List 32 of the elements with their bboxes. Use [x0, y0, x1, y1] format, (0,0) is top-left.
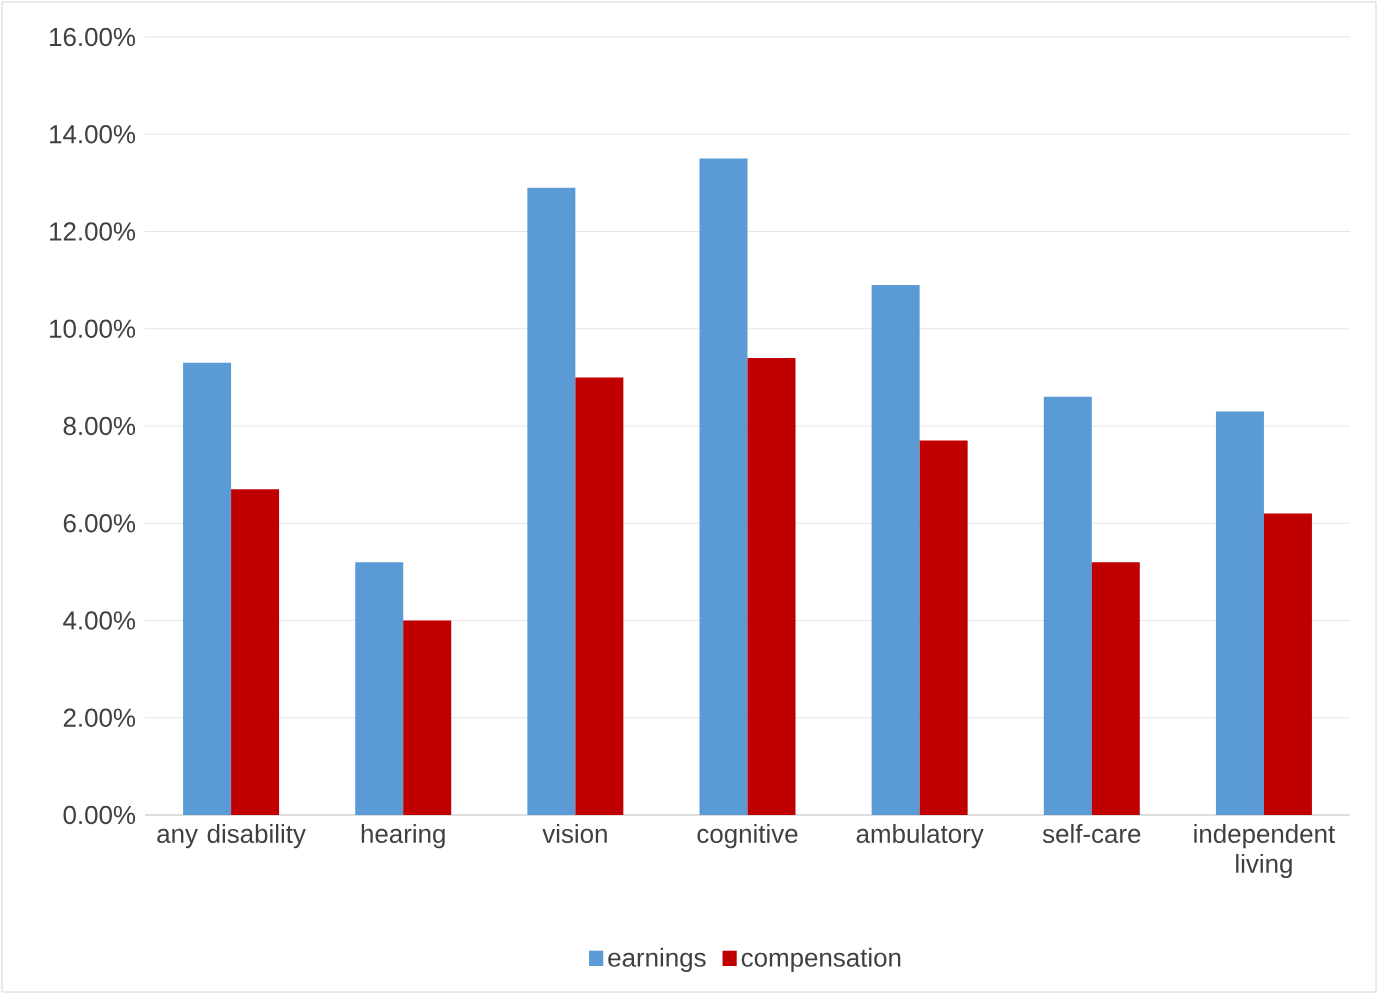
bar: [355, 562, 404, 815]
bar: [1215, 411, 1264, 815]
y-tick-label: 2.00%: [63, 708, 136, 727]
x-tick-label: vision: [542, 824, 607, 844]
bar: [699, 158, 748, 815]
x-tick-label: ambulatory: [856, 824, 984, 849]
bar: [1263, 513, 1312, 815]
y-tick-label: 6.00%: [63, 514, 136, 533]
y-tick-label: 16.00%: [50, 27, 136, 47]
y-tick-label: 0.00%: [63, 805, 136, 825]
x-tick-label: any disability: [157, 824, 306, 849]
y-tick-label: 8.00%: [63, 416, 136, 436]
bar: [231, 489, 280, 815]
bar: [747, 357, 796, 815]
legend-label: compensation: [741, 947, 901, 972]
bar: [871, 284, 920, 815]
legend-label: earnings: [608, 947, 706, 972]
bar: [919, 440, 968, 815]
x-tick-label: self-care: [1042, 824, 1141, 844]
y-tick-label: 4.00%: [63, 611, 136, 630]
x-tick-label: independent living: [1194, 824, 1335, 879]
bar: [183, 362, 232, 815]
y-tick-label: 14.00%: [50, 125, 136, 144]
bar: [527, 187, 576, 815]
y-tick-label: 12.00%: [50, 222, 136, 241]
bar: [575, 377, 624, 815]
x-tick-label: hearing: [361, 824, 445, 849]
y-tick-label: 10.00%: [50, 319, 136, 338]
x-tick-label: cognitive: [697, 824, 798, 849]
bar: [403, 620, 452, 815]
bar: [1043, 396, 1092, 815]
bar: [1091, 562, 1140, 815]
